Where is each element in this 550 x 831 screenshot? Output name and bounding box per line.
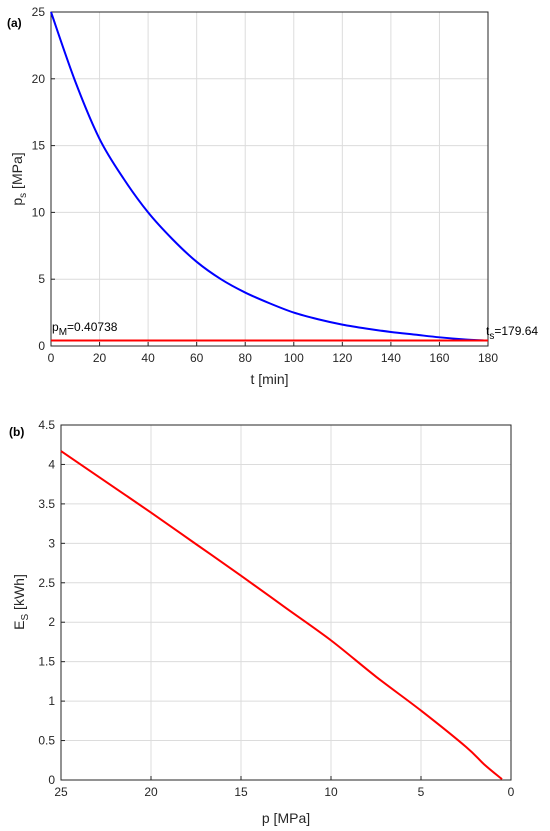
x-tick-label: 60 bbox=[190, 351, 204, 365]
panel-b-y-axis-label: ES [kWh] bbox=[11, 574, 31, 630]
x-tick-label: 5 bbox=[418, 785, 425, 799]
panel-b-x-ticks: 25 20 15 10 5 0 bbox=[54, 776, 515, 799]
y-tick-label: 2.5 bbox=[38, 576, 55, 590]
panel-a-annotation-ts: ts=179.64 bbox=[486, 324, 538, 342]
y-tick-label: 2 bbox=[48, 615, 55, 629]
x-tick-label: 80 bbox=[239, 351, 253, 365]
x-tick-label: 10 bbox=[324, 785, 338, 799]
panel-a: (a) 0 20 40 60 80 100 120 140 160 180 0510152025 … bbox=[7, 5, 538, 387]
y-tick-label: 0 bbox=[48, 773, 55, 787]
y-tick-label: 25 bbox=[32, 5, 46, 19]
panel-a-grid bbox=[50, 11, 489, 347]
panel-b-grid bbox=[60, 424, 512, 781]
series-line-0 bbox=[60, 450, 503, 780]
x-tick-label: 180 bbox=[478, 351, 498, 365]
y-tick-label: 4 bbox=[48, 457, 55, 471]
y-tick-label: 0.5 bbox=[38, 734, 55, 748]
y-tick-label: 20 bbox=[32, 72, 46, 86]
y-tick-label: 4.5 bbox=[38, 418, 55, 432]
y-tick-label: 1 bbox=[48, 694, 55, 708]
x-tick-label: 40 bbox=[141, 351, 155, 365]
panel-b-y-ticks: 0 0.5 1 1.5 2 2.5 3 3.5 4 4.5 bbox=[38, 418, 65, 787]
panel-a-label: (a) bbox=[7, 16, 22, 30]
x-tick-label: 0 bbox=[508, 785, 515, 799]
panel-a-y-axis-label: ps [MPa] bbox=[9, 152, 29, 205]
panel-a-x-axis-label: t [min] bbox=[250, 371, 288, 387]
panel-a-annotation-pm: pM=0.40738 bbox=[52, 320, 118, 338]
x-tick-label: 0 bbox=[48, 351, 55, 365]
panel-b-series bbox=[60, 450, 503, 780]
panel-a-x-ticks: 0 20 40 60 80 100 120 140 160 180 bbox=[48, 342, 498, 365]
x-tick-label: 20 bbox=[93, 351, 107, 365]
panel-b-x-axis-label: p [MPa] bbox=[262, 810, 310, 826]
x-tick-label: 20 bbox=[144, 785, 158, 799]
x-tick-label: 120 bbox=[332, 351, 352, 365]
panel-a-series bbox=[50, 11, 488, 342]
panel-a-y-ticks: 0 5 10 15 20 25 bbox=[32, 5, 55, 353]
panel-a-plot-frame bbox=[50, 11, 489, 347]
y-tick-label: 3.5 bbox=[38, 497, 55, 511]
x-tick-label: 100 bbox=[284, 351, 304, 365]
y-tick-label: 10 bbox=[32, 205, 46, 219]
y-tick-label: 0 bbox=[38, 339, 45, 353]
x-tick-label: 25 bbox=[54, 785, 68, 799]
y-tick-label: 1.5 bbox=[38, 655, 55, 669]
x-tick-label: 140 bbox=[381, 351, 401, 365]
y-tick-label: 5 bbox=[38, 272, 45, 286]
panel-b: (b) 25 20 15 10 5 0 0 0.5 1 1.5 2 2.5 3 3.5 4 4.5 p [M… bbox=[9, 418, 515, 826]
x-tick-label: 160 bbox=[429, 351, 449, 365]
panel-b-plot-frame bbox=[60, 424, 512, 781]
y-tick-label: 15 bbox=[32, 139, 46, 153]
series-line-0 bbox=[50, 11, 488, 342]
y-tick-label: 3 bbox=[48, 536, 55, 550]
panel-b-label: (b) bbox=[9, 425, 24, 439]
x-tick-label: 15 bbox=[234, 785, 248, 799]
